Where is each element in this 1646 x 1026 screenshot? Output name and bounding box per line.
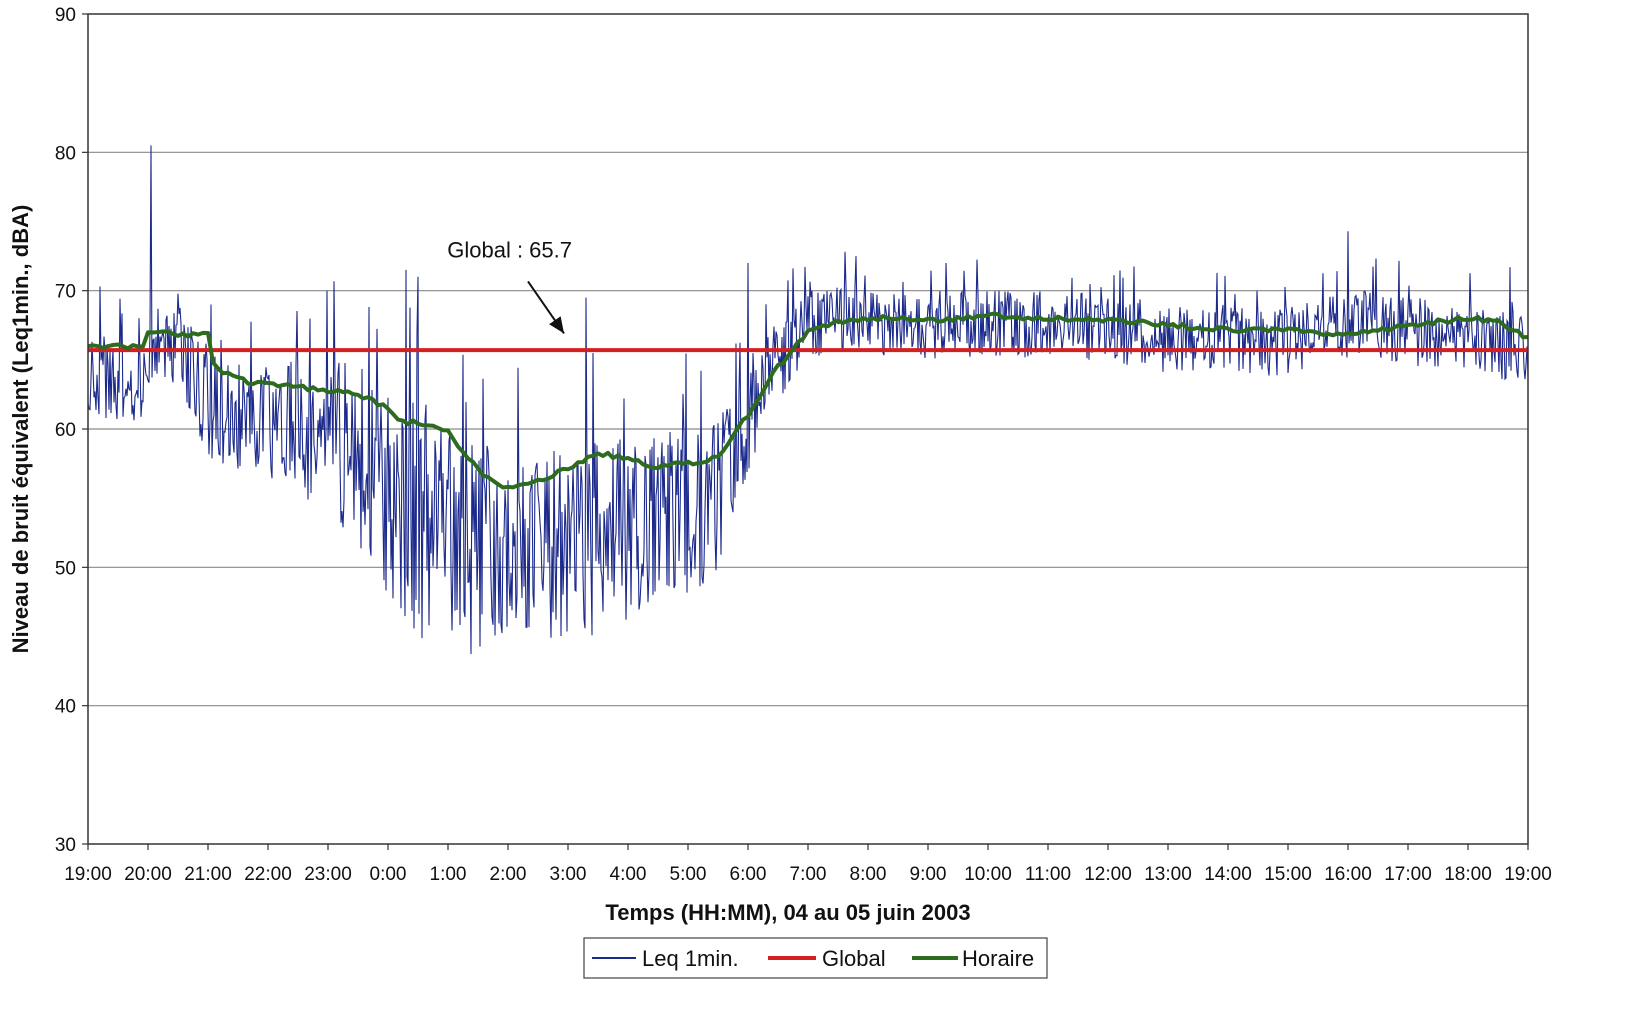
x-tick-label-23: 18:00 xyxy=(1444,864,1492,885)
y-tick-label-50: 50 xyxy=(55,558,76,579)
y-tick-label-70: 70 xyxy=(55,282,76,303)
x-tick-label-19: 14:00 xyxy=(1204,864,1252,885)
legend: Leq 1min. Global Horaire xyxy=(583,937,1048,979)
annotation-label: Global : 65.7 xyxy=(447,237,572,262)
global-annotation: Global : 65.7 xyxy=(447,237,572,334)
y-axis-ticks: 30 40 50 60 70 80 90 xyxy=(55,5,88,856)
series-horaire xyxy=(87,311,1529,490)
x-tick-label-3: 22:00 xyxy=(244,864,292,885)
x-tick-label-16: 11:00 xyxy=(1025,864,1071,885)
x-tick-label-13: 8:00 xyxy=(850,864,887,885)
x-tick-label-7: 2:00 xyxy=(490,864,527,885)
x-tick-label-18: 13:00 xyxy=(1144,864,1192,885)
x-tick-label-12: 7:00 xyxy=(790,864,827,885)
legend-label-global: Global xyxy=(822,946,886,971)
x-tick-label-20: 15:00 xyxy=(1264,864,1312,885)
plot-area-frame xyxy=(87,13,1529,845)
y-tick-label-40: 40 xyxy=(55,697,76,718)
y-tick-label-30: 30 xyxy=(55,835,76,856)
series-leq-1min xyxy=(87,145,1529,655)
y-tick-label-80: 80 xyxy=(55,143,76,164)
x-tick-label-24: 19:00 xyxy=(1504,864,1552,885)
y-tick-label-90: 90 xyxy=(55,5,76,26)
legend-label-horaire: Horaire xyxy=(962,946,1034,971)
x-tick-label-11: 6:00 xyxy=(730,864,767,885)
x-tick-label-15: 10:00 xyxy=(964,864,1012,885)
x-axis-ticks: 19:00 20:00 21:00 22:00 23:00 0:00 1:00 2:00 3:0… xyxy=(64,844,1552,885)
x-tick-label-17: 12:00 xyxy=(1084,864,1132,885)
x-tick-label-0: 19:00 xyxy=(64,864,112,885)
x-tick-label-14: 9:00 xyxy=(910,864,947,885)
x-tick-label-21: 16:00 xyxy=(1324,864,1372,885)
x-tick-label-2: 21:00 xyxy=(184,864,232,885)
y-axis-title: Niveau de bruit équivalent (Leq1min., dB… xyxy=(8,205,33,654)
x-tick-label-5: 0:00 xyxy=(370,864,407,885)
legend-label-leq: Leq 1min. xyxy=(642,946,739,971)
series-layer xyxy=(87,145,1529,655)
y-tick-label-60: 60 xyxy=(55,420,76,441)
x-axis-title: Temps (HH:MM), 04 au 05 juin 2003 xyxy=(605,900,970,925)
x-tick-label-10: 5:00 xyxy=(670,864,707,885)
annotation-arrowhead xyxy=(549,316,564,334)
x-tick-label-9: 4:00 xyxy=(610,864,647,885)
x-tick-label-22: 17:00 xyxy=(1384,864,1432,885)
x-tick-label-6: 1:00 xyxy=(430,864,467,885)
x-tick-label-4: 23:00 xyxy=(304,864,352,885)
x-tick-label-1: 20:00 xyxy=(124,864,172,885)
x-tick-label-8: 3:00 xyxy=(550,864,587,885)
